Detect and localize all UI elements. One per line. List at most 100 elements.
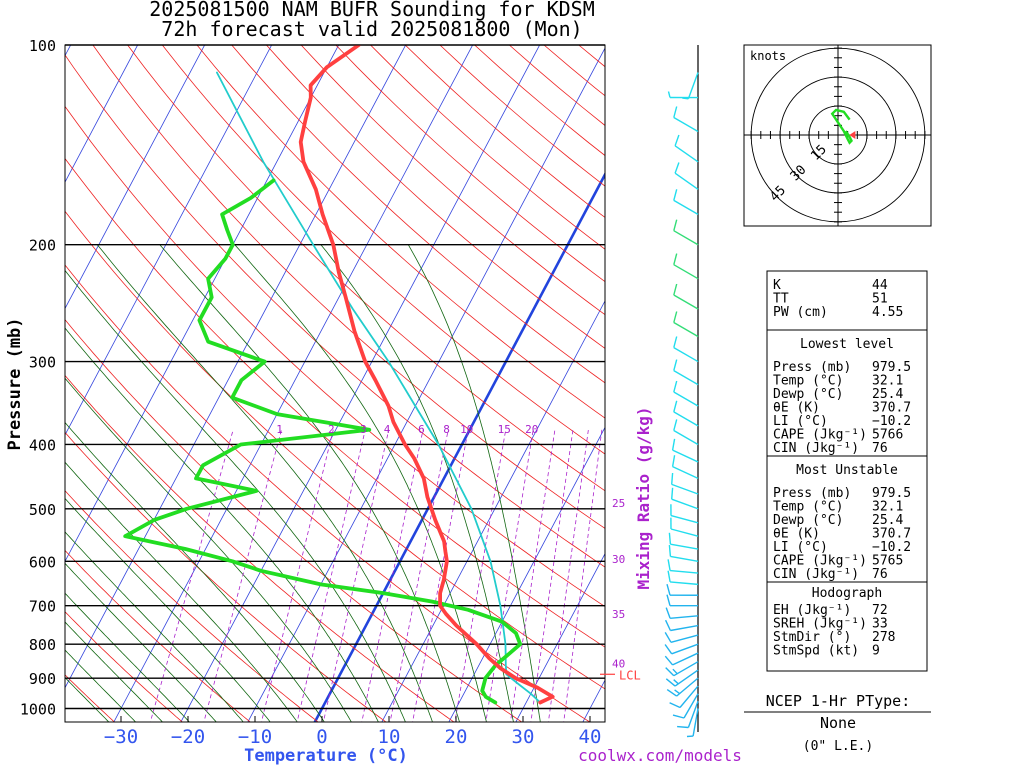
- ptype-value: None: [820, 714, 856, 732]
- wind-barb: [674, 134, 699, 163]
- wind-barb: [673, 253, 699, 280]
- index-label: θE (K): [773, 527, 820, 542]
- mixing-ratio-line: [322, 429, 390, 722]
- mixing-ratio-line: [412, 429, 469, 722]
- index-label: SREH (Jkg⁻¹): [773, 617, 867, 632]
- pressure-tick-label: 900: [29, 670, 56, 688]
- dry-adiabat-line: [65, 157, 605, 648]
- mixing-ratio-axis-label: Mixing Ratio (g/kg): [634, 406, 653, 589]
- wind-barb: [672, 693, 699, 719]
- wind-barb-feather: [666, 689, 677, 697]
- dry-adiabat-line: [196, 45, 605, 419]
- wind-barb: [668, 545, 699, 562]
- wind-barb-feather: [673, 419, 678, 431]
- wind-barb-shaft: [672, 465, 699, 480]
- wind-barb-feather: [665, 678, 676, 687]
- wind-barb-feather: [671, 438, 676, 451]
- index-value: 51: [872, 292, 888, 307]
- index-label: Press (mb): [773, 486, 851, 501]
- mixing-ratio-label: 4: [384, 423, 391, 436]
- wind-barb-feather: [671, 487, 674, 500]
- index-value: 278: [872, 630, 895, 645]
- wind-barb: [666, 584, 699, 596]
- wind-barb-feather: [682, 97, 689, 100]
- temperature-tick-label: 30: [512, 726, 535, 748]
- dry-adiabat-line: [439, 45, 605, 187]
- wind-barb-feather: [664, 655, 674, 666]
- table-section-header: Hodograph: [812, 586, 882, 601]
- wind-barb-shaft: [670, 634, 699, 643]
- wind-barb-feather: [666, 584, 671, 596]
- isotherm-line: [180, 45, 541, 722]
- moist-adiabat-line: [65, 269, 406, 722]
- wind-barb-feather: [667, 570, 671, 583]
- temperature-tick-label: 0: [316, 726, 327, 748]
- wind-barb-feather: [671, 472, 674, 485]
- wind-barb-shaft: [673, 346, 699, 363]
- wind-barb: [668, 532, 699, 550]
- wind-barb-shaft: [670, 555, 699, 562]
- dry-adiabat-line: [65, 549, 251, 722]
- mixing-ratio-line: [203, 429, 282, 722]
- mixing-ratio-label: 25: [612, 497, 625, 510]
- mixing-ratio-label: 1: [276, 423, 283, 436]
- wind-barb-shaft: [674, 145, 699, 163]
- mixing-ratio-line: [563, 429, 603, 722]
- isotherm-line: [448, 426, 605, 722]
- index-value: 4.55: [872, 305, 903, 320]
- wind-barb-feather: [673, 311, 678, 323]
- wind-barb-feather: [673, 359, 678, 371]
- wind-barb-shaft: [673, 294, 699, 310]
- wind-barb-feather: [673, 679, 679, 685]
- x-axis-label: Temperature (°C): [244, 746, 408, 766]
- chart-subtitle: 72h forecast valid 2025081800 (Mon): [161, 17, 583, 41]
- isotherm-line: [65, 45, 139, 183]
- wind-barb-shaft: [673, 116, 699, 133]
- moist-adiabat-line: [65, 649, 137, 722]
- temperature-tick-label: 10: [378, 726, 401, 748]
- wind-barb: [686, 708, 699, 738]
- ptype-title: NCEP 1-Hr PType:: [766, 692, 911, 710]
- chart-title: 2025081500 NAM BUFR Sounding for KDSM: [149, 0, 595, 21]
- moist-adiabat-line: [65, 497, 271, 722]
- wind-barb-feather: [664, 644, 673, 655]
- wind-barb-shaft: [670, 624, 699, 632]
- wind-barb-feather: [664, 632, 672, 643]
- wind-barb-feather: [665, 607, 671, 619]
- plot-frame: [64, 44, 606, 723]
- mixing-ratio-label: 30: [612, 553, 625, 566]
- wind-barb-feather: [674, 689, 681, 695]
- temperature-profile-line: [298, 45, 555, 705]
- pressure-tick-label: 600: [29, 553, 56, 571]
- wind-barb: [673, 106, 699, 133]
- wind-barb-feather: [677, 725, 689, 729]
- index-label: TT: [773, 292, 789, 307]
- wind-barb-shaft: [672, 449, 699, 463]
- wind-barb-shaft: [683, 693, 699, 719]
- lcl-label: LCL: [619, 668, 641, 682]
- wind-barb-feather: [667, 559, 671, 571]
- index-value: 72: [872, 603, 888, 618]
- index-value: 32.1: [872, 374, 903, 389]
- pressure-tick-label: 400: [29, 436, 56, 454]
- wind-barb-feather: [672, 668, 678, 675]
- wind-barb-shaft: [671, 498, 699, 510]
- index-value: 33: [872, 617, 888, 632]
- moist-adiabat-line: [65, 676, 110, 722]
- zero-isotherm: [313, 171, 605, 722]
- wind-barb: [664, 632, 699, 643]
- isotherm-line: [65, 45, 407, 689]
- moist-adiabat-line: [65, 461, 298, 722]
- wind-barb-shaft: [673, 661, 699, 677]
- isotherm-line: [515, 552, 605, 722]
- wind-barb-shaft: [673, 391, 699, 407]
- wind-barb: [665, 607, 699, 619]
- moist-adiabat-line: [65, 592, 190, 722]
- wind-barb-shaft: [673, 411, 699, 427]
- ptype-panel: NCEP 1-Hr PType: None (0" L.E.): [744, 692, 931, 754]
- wind-barb-shaft: [670, 615, 699, 619]
- wind-barb: [667, 559, 699, 574]
- wind-barb-shaft: [671, 643, 699, 655]
